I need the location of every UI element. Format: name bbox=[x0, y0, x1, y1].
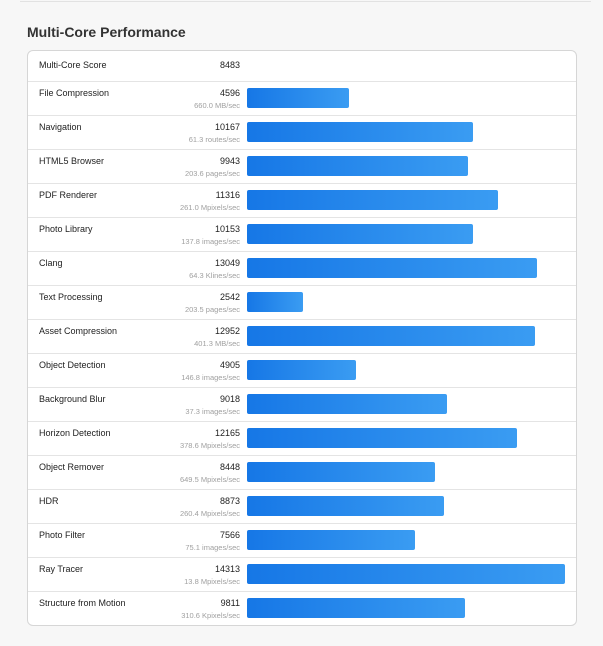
benchmark-row: Background Blur 9018 37.3 images/sec bbox=[28, 387, 576, 421]
benchmark-row: File Compression 4596 660.0 MB/sec bbox=[28, 81, 576, 115]
score-bar bbox=[247, 462, 435, 482]
benchmark-rate: 203.5 pages/sec bbox=[184, 305, 240, 314]
summary-row: Multi-Core Score 8483 bbox=[28, 51, 576, 81]
benchmark-row: Navigation 10167 61.3 routes/sec bbox=[28, 115, 576, 149]
benchmark-rate: 146.8 images/sec bbox=[181, 373, 240, 382]
score-bar bbox=[247, 292, 304, 312]
benchmark-name: Clang bbox=[39, 258, 63, 268]
benchmark-row: Asset Compression 12952 401.3 MB/sec bbox=[28, 319, 576, 353]
benchmark-rate: 64.3 Klines/sec bbox=[189, 271, 240, 280]
benchmark-row: PDF Renderer 11316 261.0 Mpixels/sec bbox=[28, 183, 576, 217]
score-bar bbox=[247, 156, 468, 176]
benchmark-rate: 13.8 Mpixels/sec bbox=[184, 577, 240, 586]
benchmark-name: HTML5 Browser bbox=[39, 156, 105, 166]
score-bar bbox=[247, 190, 499, 210]
benchmark-row: Photo Filter 7566 75.1 images/sec bbox=[28, 523, 576, 557]
benchmark-row: Text Processing 2542 203.5 pages/sec bbox=[28, 285, 576, 319]
benchmark-rate: 660.0 MB/sec bbox=[194, 101, 240, 110]
section-title: Multi-Core Performance bbox=[27, 24, 186, 40]
benchmark-rate: 401.3 MB/sec bbox=[194, 339, 240, 348]
benchmark-rate: 310.6 Kpixels/sec bbox=[181, 611, 240, 620]
benchmark-rate: 37.3 images/sec bbox=[185, 407, 240, 416]
benchmark-row: Ray Tracer 14313 13.8 Mpixels/sec bbox=[28, 557, 576, 591]
benchmark-name: Asset Compression bbox=[39, 326, 118, 336]
divider bbox=[20, 1, 591, 2]
benchmark-score: 4596 bbox=[219, 88, 240, 98]
benchmark-name: Horizon Detection bbox=[39, 428, 111, 438]
benchmark-name: Object Remover bbox=[39, 462, 105, 472]
benchmark-name: Ray Tracer bbox=[39, 564, 84, 574]
benchmark-rate: 137.8 images/sec bbox=[181, 237, 240, 246]
benchmark-score: 10167 bbox=[214, 122, 240, 132]
benchmark-name: Structure from Motion bbox=[39, 598, 126, 608]
benchmark-name: Text Processing bbox=[39, 292, 103, 302]
benchmark-score: 8873 bbox=[219, 496, 240, 506]
score-bar bbox=[247, 122, 473, 142]
summary-label: Multi-Core Score bbox=[39, 60, 107, 70]
results-card: Multi-Core Score 8483 File Compression 4596… bbox=[27, 50, 577, 626]
benchmark-rate: 260.4 Mpixels/sec bbox=[179, 509, 240, 518]
benchmark-row: HDR 8873 260.4 Mpixels/sec bbox=[28, 489, 576, 523]
benchmark-score: 10153 bbox=[214, 224, 240, 234]
score-bar bbox=[247, 496, 445, 516]
benchmark-row: Horizon Detection 12165 378.6 Mpixels/sec bbox=[28, 421, 576, 455]
benchmark-score: 12165 bbox=[214, 428, 240, 438]
benchmark-score: 9811 bbox=[220, 598, 240, 608]
benchmark-score: 2542 bbox=[219, 292, 240, 302]
benchmark-row: Clang 13049 64.3 Klines/sec bbox=[28, 251, 576, 285]
benchmark-name: Navigation bbox=[39, 122, 82, 132]
benchmark-name: Photo Library bbox=[39, 224, 93, 234]
score-bar bbox=[247, 564, 566, 584]
benchmark-rate: 649.5 Mpixels/sec bbox=[179, 475, 240, 484]
benchmark-rate: 75.1 images/sec bbox=[185, 543, 240, 552]
benchmark-score: 8448 bbox=[219, 462, 240, 472]
benchmark-rate: 261.0 Mpixels/sec bbox=[179, 203, 240, 212]
benchmark-row: Object Detection 4905 146.8 images/sec bbox=[28, 353, 576, 387]
benchmark-name: PDF Renderer bbox=[39, 190, 98, 200]
score-bar bbox=[247, 224, 473, 244]
benchmark-score: 14313 bbox=[214, 564, 240, 574]
benchmark-score: 11316 bbox=[215, 190, 240, 200]
score-bar bbox=[247, 360, 356, 380]
summary-score: 8483 bbox=[219, 60, 240, 70]
benchmark-name: Photo Filter bbox=[39, 530, 86, 540]
score-bar bbox=[247, 530, 416, 550]
benchmark-score: 7566 bbox=[219, 530, 240, 540]
benchmark-rate: 61.3 routes/sec bbox=[188, 135, 240, 144]
benchmark-rate: 378.6 Mpixels/sec bbox=[179, 441, 240, 450]
benchmark-name: HDR bbox=[39, 496, 59, 506]
benchmark-row: HTML5 Browser 9943 203.6 pages/sec bbox=[28, 149, 576, 183]
score-bar bbox=[247, 428, 518, 448]
score-bar bbox=[247, 258, 537, 278]
score-bar bbox=[247, 326, 535, 346]
benchmark-row: Structure from Motion 9811 310.6 Kpixels/s… bbox=[28, 591, 576, 625]
benchmark-row: Object Remover 8448 649.5 Mpixels/sec bbox=[28, 455, 576, 489]
benchmark-score: 13049 bbox=[214, 258, 240, 268]
benchmark-name: Object Detection bbox=[39, 360, 106, 370]
benchmark-score: 4905 bbox=[219, 360, 240, 370]
benchmark-name: Background Blur bbox=[39, 394, 106, 404]
benchmark-score: 9943 bbox=[219, 156, 240, 166]
score-bar bbox=[247, 394, 448, 414]
score-bar bbox=[247, 88, 350, 108]
benchmark-name: File Compression bbox=[39, 88, 110, 98]
benchmark-rate: 203.6 pages/sec bbox=[184, 169, 240, 178]
benchmark-score: 12952 bbox=[214, 326, 240, 336]
benchmark-score: 9018 bbox=[219, 394, 240, 404]
benchmark-row: Photo Library 10153 137.8 images/sec bbox=[28, 217, 576, 251]
score-bar bbox=[247, 598, 465, 618]
